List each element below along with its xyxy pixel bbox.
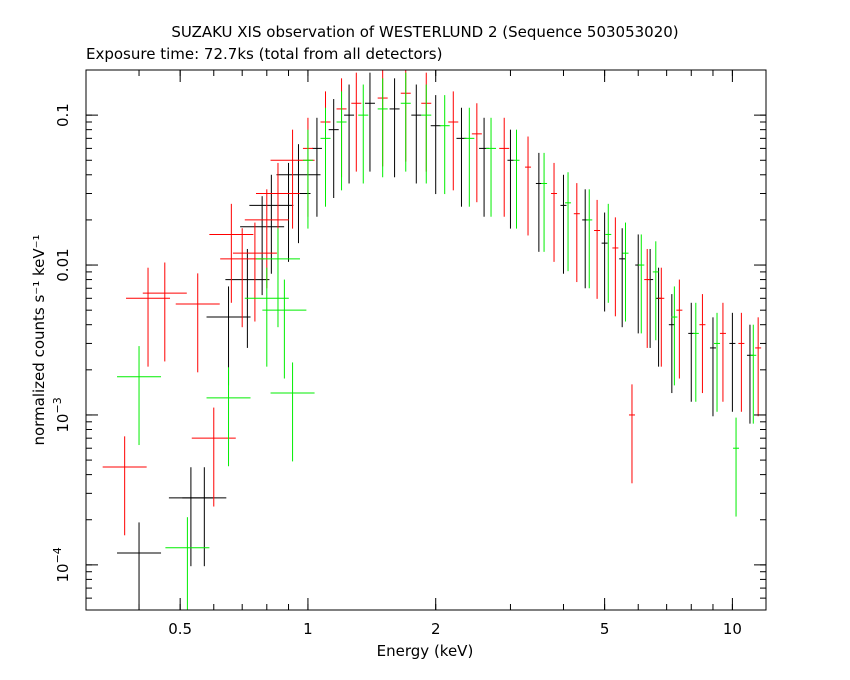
y-tick-label: 10−4 bbox=[51, 547, 72, 582]
y-tick-label: 10−3 bbox=[51, 397, 72, 432]
y-tick-label-group: 0.1 bbox=[54, 103, 72, 127]
y-tick-label-group: 10−3 bbox=[51, 397, 72, 432]
x-tick-label: 2 bbox=[431, 620, 441, 638]
chart-title: SUZAKU XIS observation of WESTERLUND 2 (… bbox=[171, 23, 678, 41]
chart-subtitle: Exposure time: 72.7ks (total from all de… bbox=[86, 45, 442, 63]
y-axis-label: normalized counts s⁻¹ keV⁻¹ bbox=[30, 234, 48, 445]
x-tick-label: 5 bbox=[600, 620, 610, 638]
series-1 bbox=[117, 72, 753, 610]
y-tick-label-group: 10−4 bbox=[51, 547, 72, 582]
y-tick-exponent: −4 bbox=[51, 547, 64, 563]
x-axis-label: Energy (keV) bbox=[377, 642, 474, 660]
x-tick-label: 0.5 bbox=[168, 620, 192, 638]
plot-area bbox=[102, 70, 762, 610]
y-tick-label: 0.01 bbox=[54, 248, 72, 281]
x-tick-label: 10 bbox=[723, 620, 742, 638]
y-tick-label-group: 0.01 bbox=[54, 248, 72, 281]
axes: 0.5 1 2 5 10 0.1 0.01 10−3 10−4 bbox=[51, 69, 766, 638]
y-tick-exponent: −3 bbox=[51, 397, 64, 413]
y-tick-label: 0.1 bbox=[54, 103, 72, 127]
plot-frame bbox=[85, 69, 767, 611]
series-2 bbox=[102, 70, 762, 536]
series-3 bbox=[117, 72, 757, 610]
x-tick-label: 1 bbox=[303, 620, 313, 638]
